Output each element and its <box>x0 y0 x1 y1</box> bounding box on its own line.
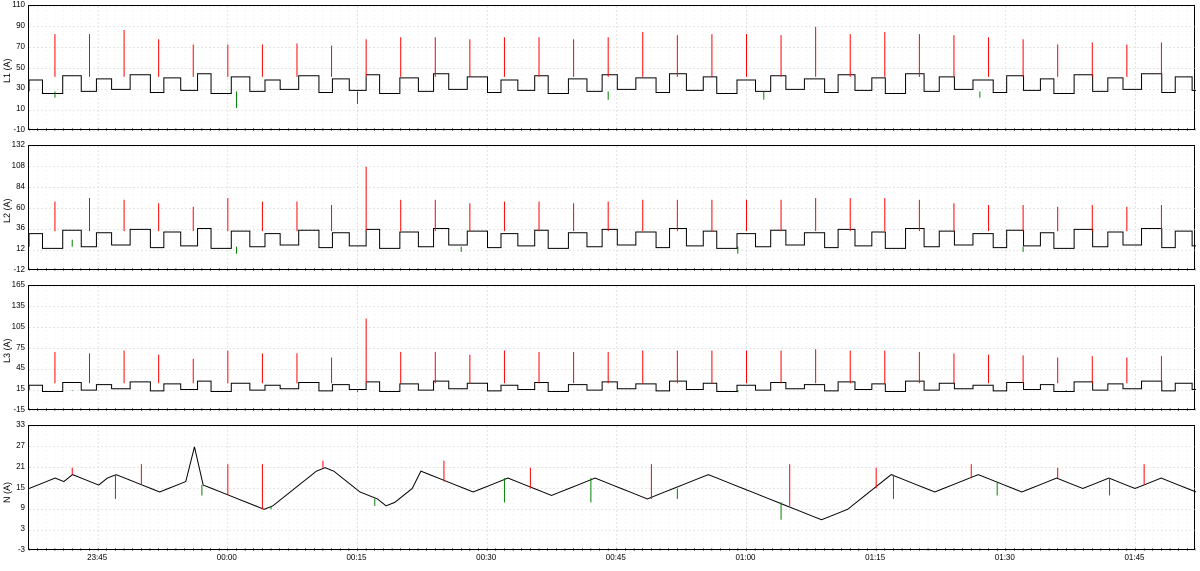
xtick: 00:15 <box>346 553 366 562</box>
ytick: 36 <box>5 223 25 232</box>
ytick: -3 <box>5 545 25 554</box>
series <box>29 167 1196 254</box>
gridlines <box>29 286 1196 411</box>
ytick: 105 <box>5 322 25 331</box>
ytick: 10 <box>5 104 25 113</box>
ytick: 30 <box>5 83 25 92</box>
plot-area <box>28 5 1195 130</box>
ytick: 165 <box>5 280 25 289</box>
ytick: 70 <box>5 42 25 51</box>
series <box>29 447 1196 520</box>
xtick: 00:00 <box>217 553 237 562</box>
xtick: 01:30 <box>995 553 1015 562</box>
chart-container: L1 (A)-101030507090110L2 (A)-12123660841… <box>0 0 1200 571</box>
plot-area <box>28 285 1195 410</box>
ytick: 21 <box>5 462 25 471</box>
panel-l1a: L1 (A)-101030507090110 <box>0 5 1200 130</box>
ytick: 33 <box>5 420 25 429</box>
ytick: 45 <box>5 363 25 372</box>
ytick: -12 <box>5 265 25 274</box>
ytick: 27 <box>5 441 25 450</box>
ytick: 9 <box>5 503 25 512</box>
ytick: 15 <box>5 483 25 492</box>
ytick: -10 <box>5 125 25 134</box>
chart-svg <box>29 426 1196 551</box>
plot-area <box>28 145 1195 270</box>
series <box>29 319 1196 393</box>
ytick: -15 <box>5 405 25 414</box>
panel-l2a: L2 (A)-1212366084108132 <box>0 145 1200 270</box>
ytick: 12 <box>5 244 25 253</box>
series <box>29 27 1196 108</box>
xtick: 01:15 <box>865 553 885 562</box>
ytick: 75 <box>5 343 25 352</box>
ytick: 90 <box>5 21 25 30</box>
ytick: 135 <box>5 301 25 310</box>
plot-area <box>28 425 1195 550</box>
ytick: 110 <box>5 0 25 9</box>
gridlines <box>29 6 1196 131</box>
ytick: 108 <box>5 161 25 170</box>
gridlines <box>29 146 1196 271</box>
xtick: 23:45 <box>87 553 107 562</box>
gridlines <box>29 426 1196 551</box>
xtick: 01:45 <box>1124 553 1144 562</box>
chart-svg <box>29 6 1196 131</box>
ytick: 84 <box>5 182 25 191</box>
xtick: 00:45 <box>606 553 626 562</box>
panel-na: N (A)-3391521273323:4500:0000:1500:3000:… <box>0 425 1200 550</box>
ytick: 132 <box>5 140 25 149</box>
chart-svg <box>29 146 1196 271</box>
panel-l3a: L3 (A)-15154575105135165 <box>0 285 1200 410</box>
ytick: 60 <box>5 203 25 212</box>
xtick: 01:00 <box>735 553 755 562</box>
ytick: 3 <box>5 524 25 533</box>
ytick: 50 <box>5 63 25 72</box>
ytick: 15 <box>5 384 25 393</box>
xtick: 00:30 <box>476 553 496 562</box>
chart-svg <box>29 286 1196 411</box>
